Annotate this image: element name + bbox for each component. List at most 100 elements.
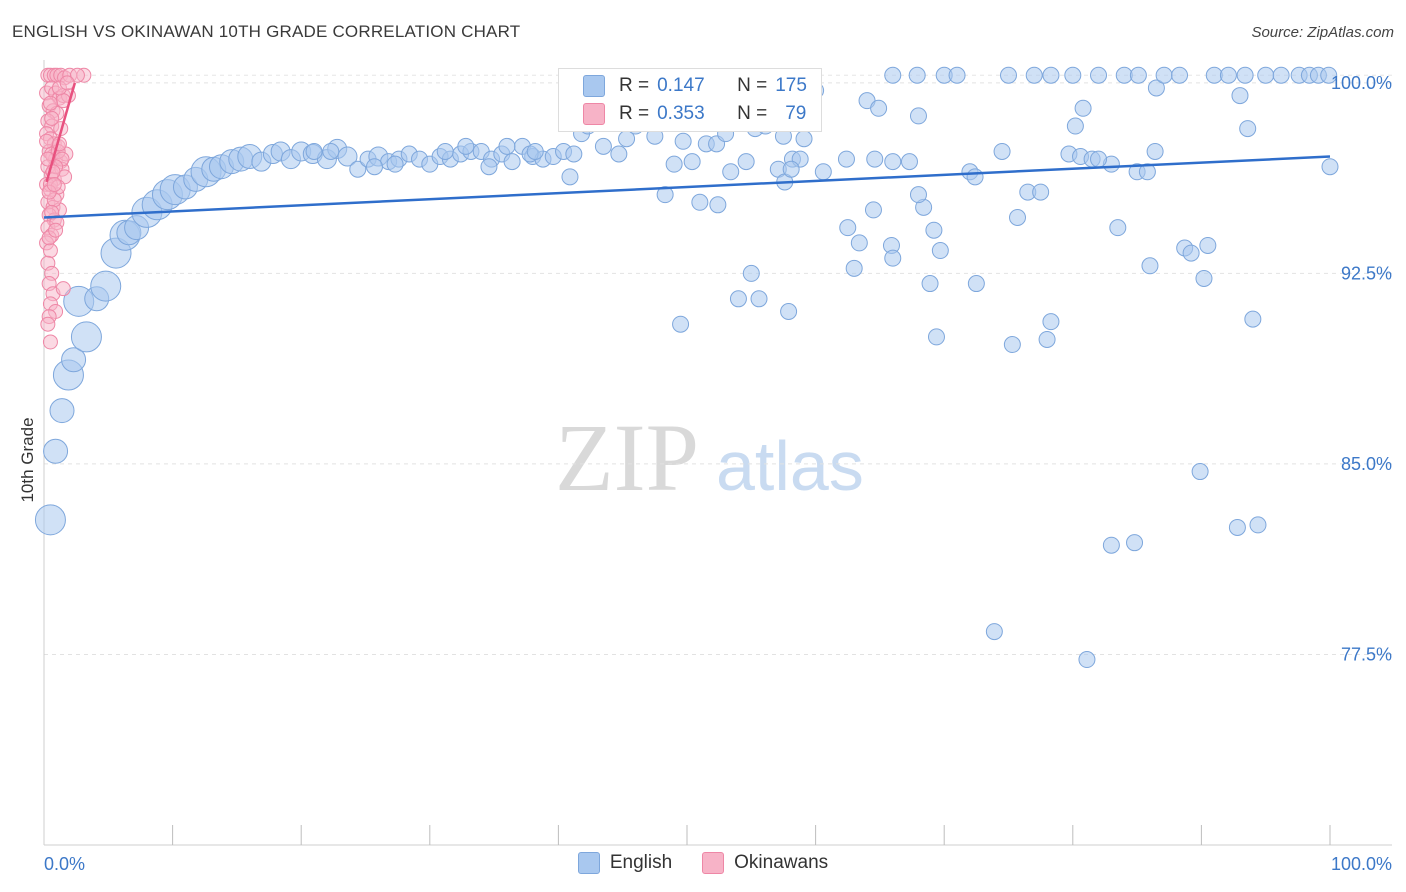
english-point	[1042, 313, 1060, 331]
english-point	[870, 99, 888, 117]
english-point	[742, 264, 760, 282]
english-point	[722, 163, 740, 181]
english-point	[1236, 66, 1254, 84]
n-value: 175	[775, 75, 807, 96]
english-point	[1219, 66, 1237, 84]
source-label: Source: ZipAtlas.com	[1251, 24, 1394, 41]
english-point	[1249, 516, 1267, 534]
english-point	[921, 275, 939, 293]
english-point	[931, 242, 949, 260]
english-point	[864, 201, 882, 219]
english-point	[1320, 66, 1338, 84]
english-point	[1129, 66, 1147, 84]
english-point	[322, 142, 340, 160]
english-point	[1244, 310, 1262, 328]
english-point	[780, 303, 798, 321]
english-point	[1032, 183, 1050, 201]
english-point	[993, 142, 1011, 160]
legend-item-english[interactable]: English	[577, 852, 673, 874]
english-point	[1102, 536, 1120, 554]
stats-legend-box: R = 0.147 N = 175 R = 0.353 N = 79	[558, 68, 822, 132]
english-point	[457, 137, 475, 155]
r-value: 0.147	[657, 75, 705, 96]
english-point	[948, 66, 966, 84]
english-point	[1272, 66, 1290, 84]
okinawan-point	[46, 176, 62, 192]
english-swatch-icon	[577, 852, 600, 874]
english-point	[1195, 269, 1213, 287]
english-point	[884, 249, 902, 267]
english-point	[814, 163, 832, 181]
legend-item-okinawans[interactable]: Okinawans	[702, 852, 828, 874]
y-tick-label: 77.5%	[1341, 644, 1392, 664]
english-point	[49, 398, 75, 424]
x-tick-label: 0.0%	[44, 854, 85, 874]
okinawan-point	[55, 281, 71, 297]
english-point	[683, 153, 701, 171]
legend-label-english: English	[609, 852, 673, 873]
okinawan-point	[42, 243, 58, 259]
english-point	[1231, 87, 1249, 105]
okinawan-point	[44, 110, 60, 126]
okinawan-point	[69, 67, 85, 83]
english-point	[1042, 66, 1060, 84]
okinawan-point	[48, 222, 64, 238]
okinawan-trendline	[45, 82, 77, 183]
english-point	[90, 270, 122, 302]
english-point	[594, 137, 612, 155]
okinawan-point	[39, 133, 55, 149]
stats-row-english: R = 0.147 N = 175	[583, 73, 807, 99]
english-point	[729, 290, 747, 308]
english-point	[839, 219, 857, 237]
y-tick-label: 100.0%	[1331, 73, 1392, 93]
legend-label-okinawans: Okinawans	[734, 852, 829, 873]
english-point	[349, 160, 367, 178]
english-point	[480, 158, 498, 176]
watermark: ZIP atlas	[555, 404, 864, 511]
english-point	[850, 234, 868, 252]
english-point	[1141, 257, 1159, 275]
english-point	[1321, 158, 1339, 176]
english-point	[1109, 219, 1127, 237]
okinawans-swatch-icon	[583, 103, 605, 125]
english-point	[305, 142, 323, 160]
english-point	[1205, 66, 1223, 84]
english-point	[1003, 336, 1021, 354]
english-point	[837, 150, 855, 168]
x-tick-label: 100.0%	[1331, 854, 1392, 874]
english-point	[1066, 117, 1084, 135]
english-point	[656, 186, 674, 204]
english-point	[1146, 142, 1164, 160]
english-point	[672, 315, 690, 333]
english-point	[866, 150, 884, 168]
english-point	[1074, 99, 1092, 117]
english-point	[967, 275, 985, 293]
english-point	[61, 347, 87, 373]
english-point	[691, 193, 709, 211]
english-point	[927, 328, 945, 346]
english-point	[561, 168, 579, 186]
english-point	[737, 153, 755, 171]
english-point	[1090, 150, 1108, 168]
english-point	[665, 155, 683, 173]
english-point	[909, 107, 927, 125]
english-point	[884, 66, 902, 84]
english-point	[908, 66, 926, 84]
okinawan-point	[42, 95, 58, 111]
r-label: R =	[619, 103, 650, 124]
english-point	[925, 221, 943, 239]
english-swatch-icon	[583, 75, 605, 97]
english-point	[674, 132, 692, 150]
english-point	[709, 196, 727, 214]
okinawan-point	[59, 75, 75, 91]
english-point	[1147, 79, 1165, 97]
english-point	[1257, 66, 1275, 84]
english-point	[1138, 163, 1156, 181]
english-point	[337, 146, 358, 167]
english-point	[1182, 244, 1200, 262]
english-point	[1000, 66, 1017, 84]
n-value: 79	[785, 103, 807, 124]
english-point	[386, 155, 404, 173]
english-point	[795, 130, 813, 148]
r-value: 0.353	[657, 103, 705, 124]
